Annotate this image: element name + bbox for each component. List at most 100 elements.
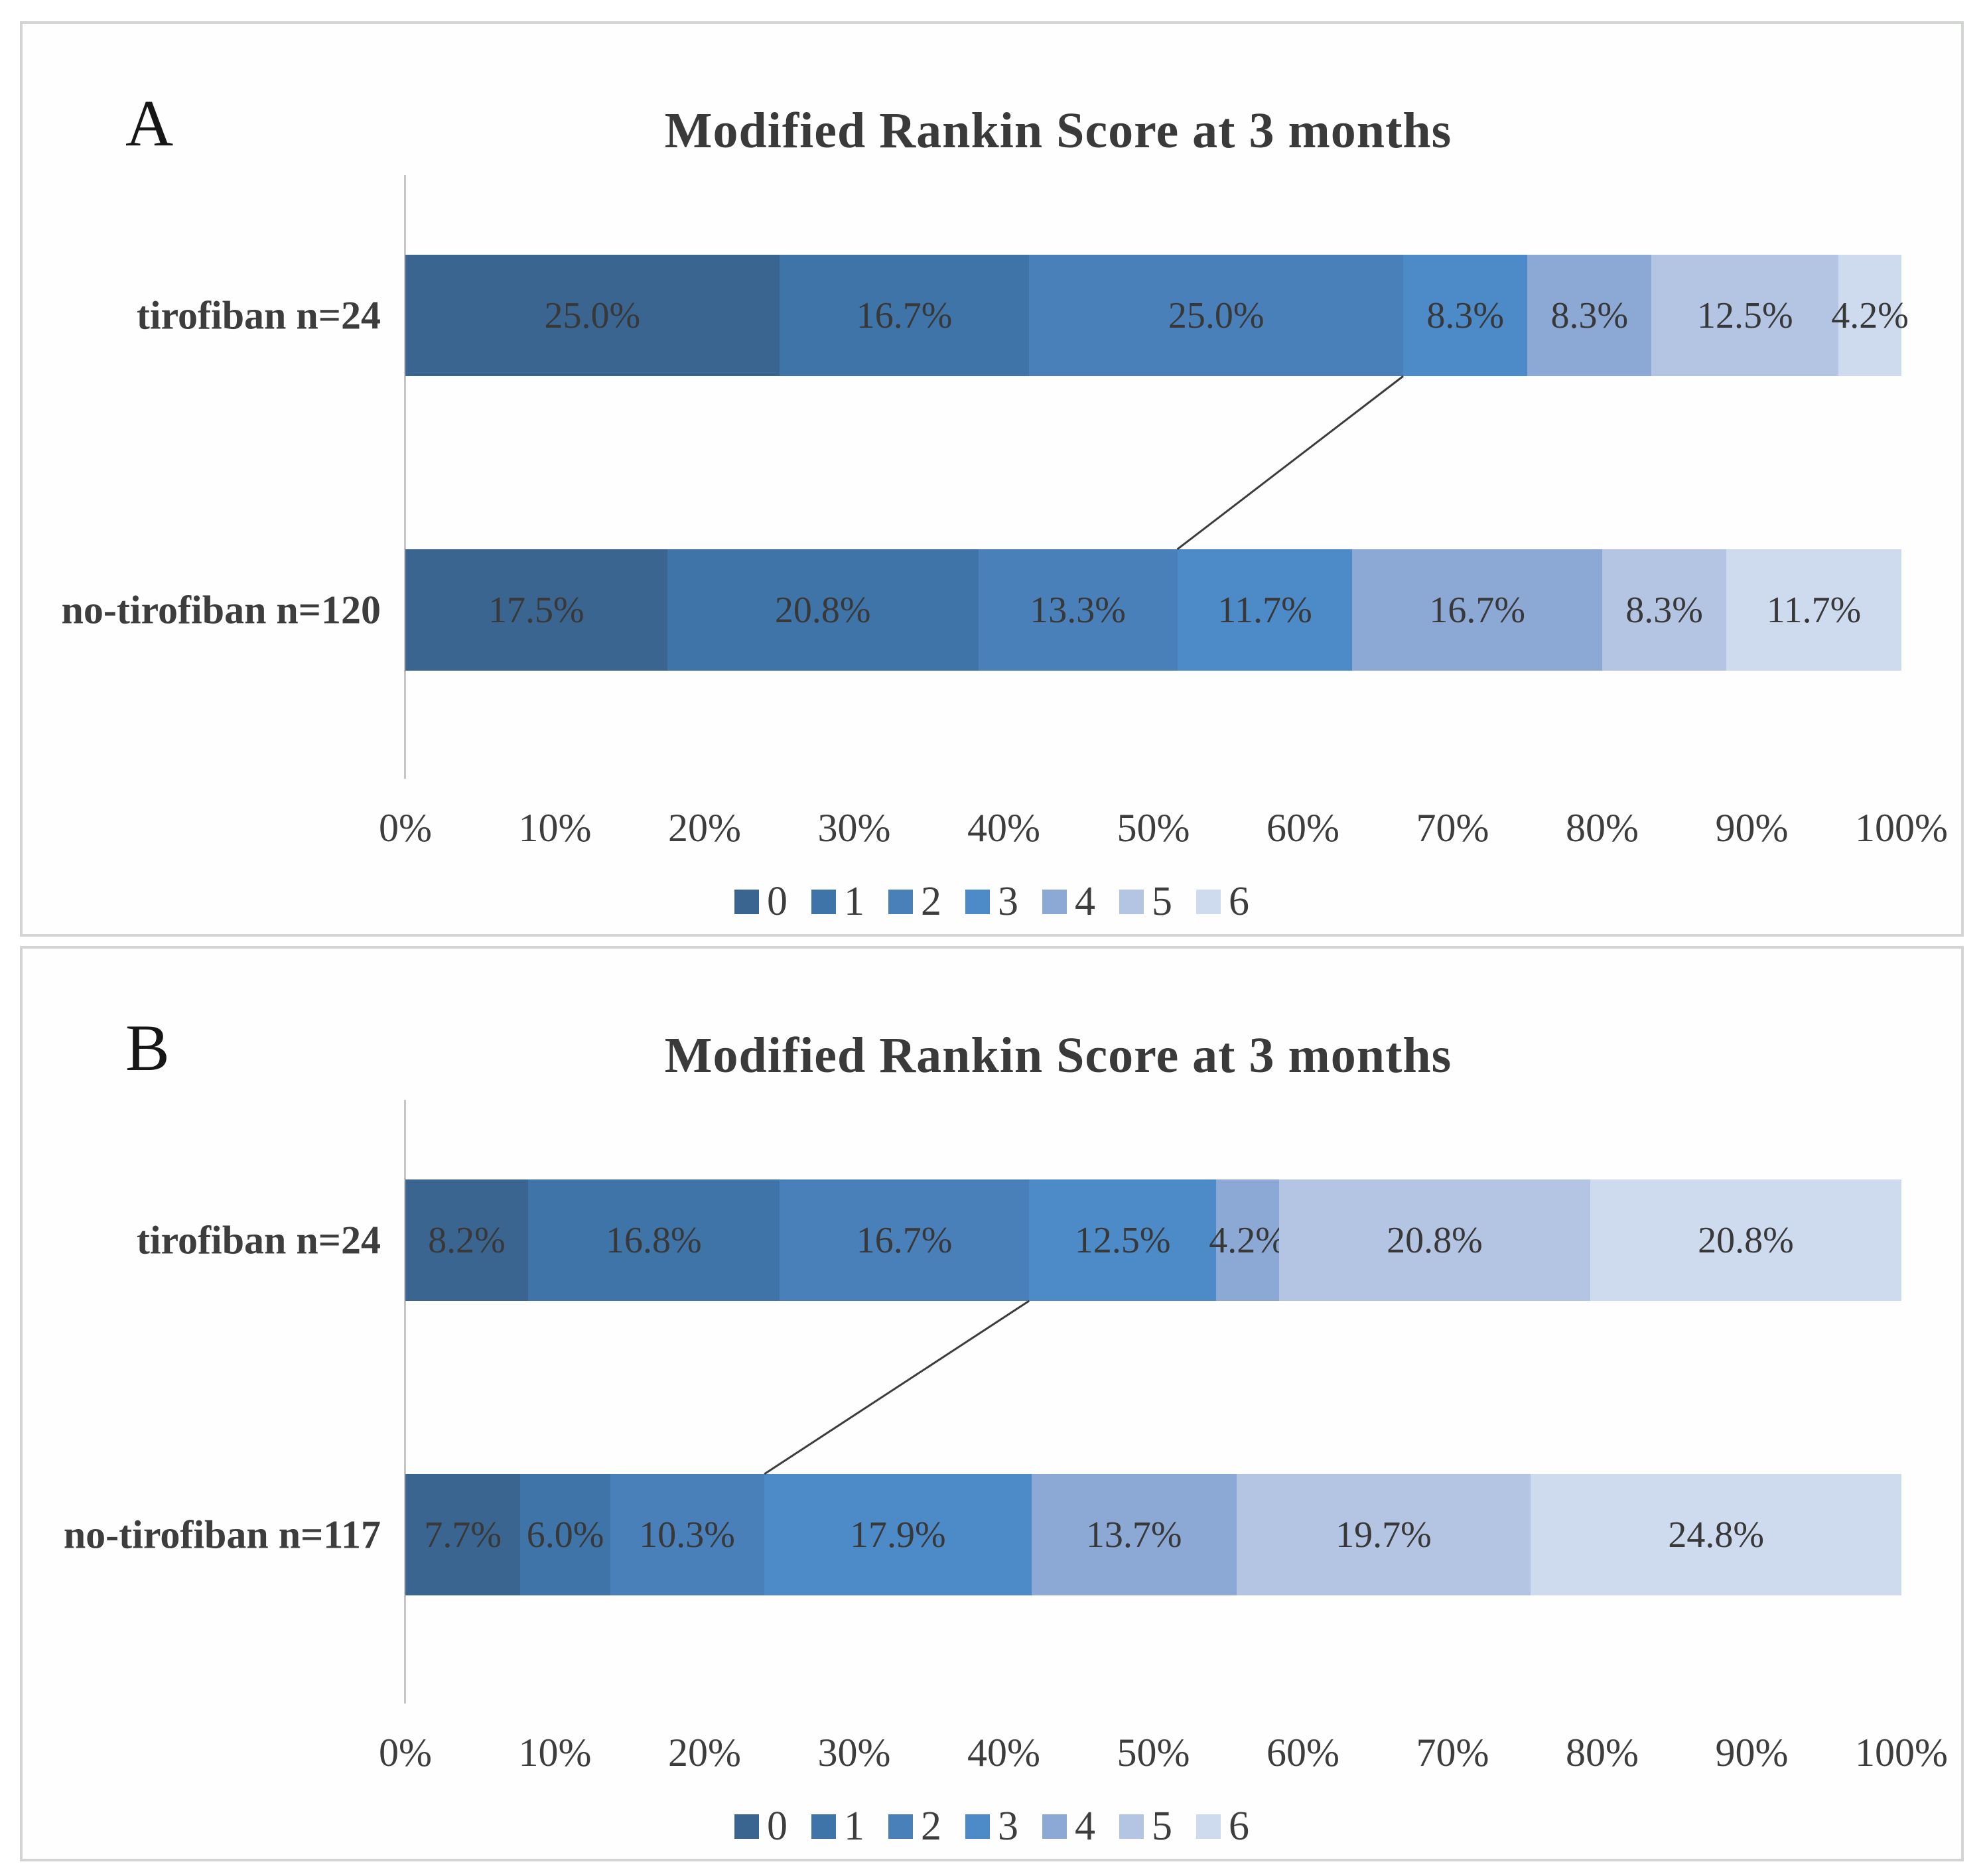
legend: 0 1 2 3 4 5 6 (23, 881, 1961, 922)
x-axis-ticks: 0% 10% 20% 30% 40% 50% 60% 70% 80% 90% 100% (379, 1730, 1948, 1783)
bar-segment-mrs-6: 4.2% (1831, 255, 1909, 376)
segment-label: 8.3% (1550, 295, 1629, 336)
legend-label: 1 (844, 879, 864, 924)
chart-title: Modified Rankin Score at 3 months (664, 103, 1452, 159)
bar-segment-mrs-5: 8.3% (1602, 549, 1727, 671)
bar-segment-mrs-4: 13.7% (1031, 1474, 1237, 1595)
x-tick-label: 50% (1117, 1731, 1190, 1775)
segment-label: 7.7% (424, 1514, 502, 1556)
stacked-bar: 17.5% 20.8% 13.3% 11.7% 16.7% 8.3% 11.7% (405, 549, 1901, 671)
panel-a: A Modified Rankin Score at 3 months tiro… (20, 21, 1964, 937)
segment-label: 12.5% (1697, 295, 1793, 336)
x-tick-label: 70% (1416, 1731, 1489, 1775)
x-tick-label: 60% (1266, 1731, 1339, 1775)
bar-segment-mrs-4: 4.2% (1209, 1179, 1286, 1301)
plot-area: tirofiban n=24 25.0% 16.7% 25.0% 8.3% 8.3% 12.… (23, 24, 1961, 934)
bar-segment-mrs-1: 16.8% (527, 1179, 780, 1301)
legend-label: 2 (921, 879, 941, 924)
x-tick-label: 10% (518, 1731, 592, 1775)
bar-segment-mrs-6: 24.8% (1531, 1474, 1901, 1595)
segment-label: 16.8% (605, 1219, 702, 1261)
bar-segment-mrs-5: 12.5% (1651, 255, 1839, 376)
legend-swatch-icon (965, 889, 990, 914)
legend-item: 2 (888, 881, 941, 922)
connector-line (764, 1300, 1030, 1475)
x-tick-label: 40% (967, 806, 1040, 850)
legend-label: 4 (1075, 1804, 1095, 1849)
segment-label: 11.7% (1766, 589, 1862, 631)
x-tick-label: 40% (967, 1731, 1040, 1775)
x-axis-ticks: 0% 10% 20% 30% 40% 50% 60% 70% 80% 90% 100% (379, 805, 1948, 858)
bar-segment-mrs-4: 8.3% (1527, 255, 1652, 376)
row-label: no-tirofiban n=120 (61, 588, 381, 632)
segment-label: 16.7% (856, 295, 953, 336)
bar-segment-mrs-5: 19.7% (1236, 1474, 1531, 1595)
legend-swatch-icon (1042, 889, 1067, 914)
bar-segment-mrs-2: 13.3% (978, 549, 1178, 671)
legend-label: 6 (1229, 879, 1249, 924)
segment-label: 20.8% (774, 589, 871, 631)
bar-segment-mrs-2: 10.3% (610, 1474, 764, 1595)
legend-label: 0 (767, 1804, 787, 1849)
bar-segment-mrs-0: 8.2% (405, 1179, 528, 1301)
legend-item: 3 (965, 1806, 1018, 1847)
connector-line-segment (764, 1300, 1030, 1475)
legend-swatch-icon (888, 889, 913, 914)
legend-label: 1 (844, 1804, 864, 1849)
legend-label: 5 (1152, 879, 1172, 924)
chart-title: Modified Rankin Score at 3 months (664, 1028, 1452, 1083)
segment-label: 10.3% (639, 1514, 735, 1556)
legend-item: 4 (1042, 881, 1095, 922)
legend-swatch-icon (965, 1814, 990, 1839)
x-tick-label: 100% (1855, 1731, 1948, 1775)
legend-item: 6 (1196, 1806, 1249, 1847)
legend-item: 2 (888, 1806, 941, 1847)
plot-area: tirofiban n=24 8.2% 16.8% 16.7% 12.5% 4.2% 20.… (23, 949, 1961, 1859)
x-tick-label: 100% (1855, 806, 1948, 850)
legend-swatch-icon (1042, 1814, 1067, 1839)
bar-segment-mrs-4: 16.7% (1352, 549, 1602, 671)
segment-label: 20.8% (1698, 1219, 1794, 1261)
x-tick-label: 30% (817, 1731, 891, 1775)
bar-segment-mrs-0: 7.7% (405, 1474, 521, 1595)
segment-label: 19.7% (1335, 1514, 1432, 1556)
legend-swatch-icon (1119, 1814, 1144, 1839)
legend-label: 5 (1152, 1804, 1172, 1849)
panel-b: B Modified Rankin Score at 3 months tiro… (20, 946, 1964, 1861)
segment-label: 4.2% (1209, 1219, 1286, 1261)
legend-label: 4 (1075, 879, 1095, 924)
y-axis-line (404, 1100, 406, 1704)
legend-swatch-icon (1196, 1814, 1221, 1839)
legend-item: 1 (811, 881, 864, 922)
connector-line-segment (1176, 375, 1404, 551)
legend-label: 0 (767, 879, 787, 924)
legend-item: 1 (811, 1806, 864, 1847)
bar-segment-mrs-1: 20.8% (667, 549, 979, 671)
legend-swatch-icon (888, 1814, 913, 1839)
bar-segment-mrs-3: 11.7% (1177, 549, 1353, 671)
x-tick-label: 80% (1566, 1731, 1639, 1775)
segment-label: 13.7% (1085, 1514, 1182, 1556)
x-tick-label: 20% (668, 806, 741, 850)
x-tick-label: 60% (1266, 806, 1339, 850)
segment-label: 20.8% (1387, 1219, 1483, 1261)
legend-item: 5 (1119, 1806, 1172, 1847)
legend-item: 0 (734, 881, 787, 922)
bar-row: no-tirofiban n=117 7.7% 6.0% 10.3% 17.9% 13.7… (64, 1474, 1901, 1595)
legend-label: 6 (1229, 1804, 1249, 1849)
bar-segment-mrs-1: 16.7% (779, 255, 1030, 376)
legend-swatch-icon (811, 889, 836, 914)
x-tick-label: 20% (668, 1731, 741, 1775)
x-tick-label: 80% (1566, 806, 1639, 850)
legend-item: 5 (1119, 881, 1172, 922)
row-label: tirofiban n=24 (136, 1218, 381, 1262)
bar-segment-mrs-3: 12.5% (1029, 1179, 1217, 1301)
segment-label: 8.2% (428, 1219, 506, 1261)
legend-item: 4 (1042, 1806, 1095, 1847)
x-tick-label: 70% (1416, 806, 1489, 850)
segment-label: 8.3% (1625, 589, 1703, 631)
bar-segment-mrs-3: 8.3% (1403, 255, 1528, 376)
bar-segment-mrs-0: 25.0% (405, 255, 780, 376)
row-label: tirofiban n=24 (136, 293, 381, 337)
